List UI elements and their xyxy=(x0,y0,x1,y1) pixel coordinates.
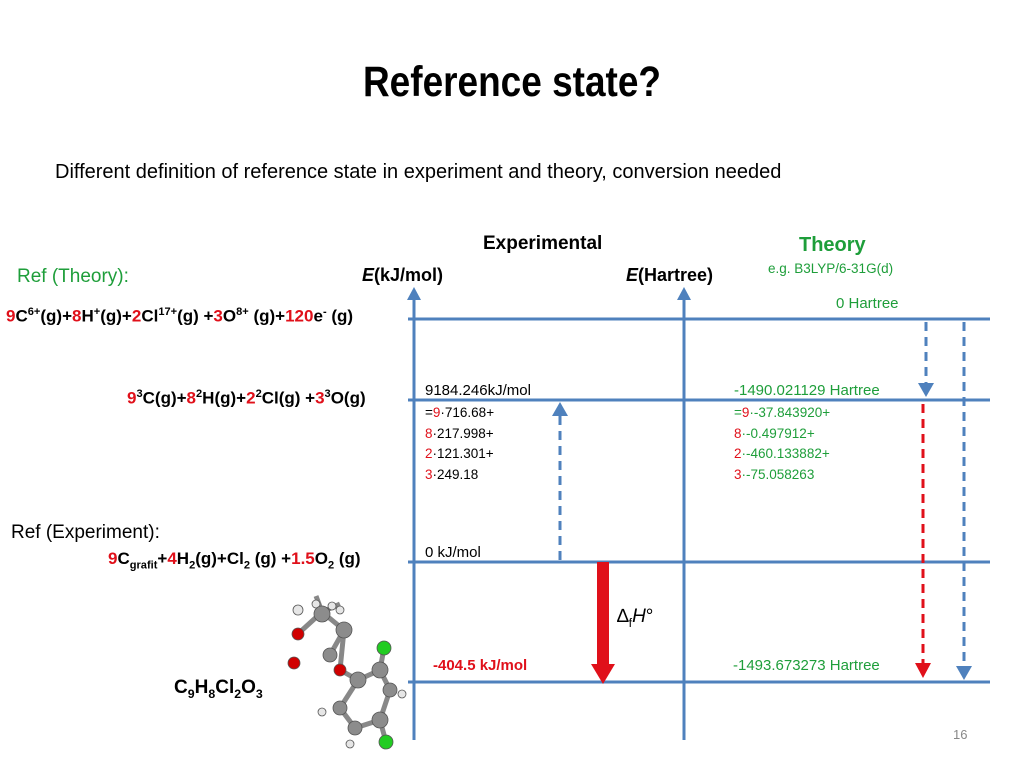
exp-term: 8·217.998+ xyxy=(425,425,494,441)
axis-label-theory: E(Hartree) xyxy=(626,265,714,285)
theory-value-atoms: -1490.021129 Hartree xyxy=(734,382,880,399)
molecule-formula: C9H8Cl2O3 xyxy=(174,677,263,701)
equation-atoms: 93C(g)+82H(g)+22Cl(g) +33O(g) xyxy=(127,388,366,408)
theory-term: 2·-460.133882+ xyxy=(734,446,830,461)
theory-atoms-arrowhead xyxy=(918,383,934,397)
exp-atomization-arrowhead xyxy=(552,402,568,416)
exp-terms: =9·716.68+ 8·217.998+ 2·121.301+ 3·249.1… xyxy=(425,403,494,485)
equation-elements: 9Cgrafit+4H2(g)+Cl2 (g) +1.5O2 (g) xyxy=(108,549,361,572)
exp-term: =9·716.68+ xyxy=(425,405,495,420)
theory-axis-arrowhead xyxy=(677,287,691,300)
ref-theory-label: Ref (Theory): xyxy=(17,266,129,287)
exp-term: 2·121.301+ xyxy=(425,446,494,461)
theory-red-arrowhead xyxy=(915,663,931,678)
theory-terms: =9·-37.843920+ 8·-0.497912+ 2·-460.13388… xyxy=(734,403,830,485)
exp-value-elements: 0 kJ/mol xyxy=(425,544,481,561)
theory-value-molecule: -1493.673273 Hartree xyxy=(733,657,880,674)
molecule-atoms xyxy=(287,599,407,750)
header-theory: Theory xyxy=(799,234,866,256)
theory-value-nuclei: 0 Hartree xyxy=(836,295,899,312)
theory-term: 8·-0.497912+ xyxy=(734,425,815,441)
axis-label-exp: E(kJ/mol) xyxy=(362,265,444,285)
slide-title: Reference state? xyxy=(362,58,662,106)
exp-axis-arrowhead xyxy=(407,287,421,300)
header-theory-method: e.g. B3LYP/6-31G(d) xyxy=(768,261,894,276)
equation-nuclei: 9C6+(g)+8H+(g)+2Cl17+(g) +3O8+ (g)+120e-… xyxy=(6,306,354,326)
theory-term: 3·-75.058263 xyxy=(734,466,815,482)
page-number: 16 xyxy=(953,727,968,742)
exp-value-atoms: 9184.246kJ/mol xyxy=(425,382,531,399)
formation-enthalpy-label: ∆fH° xyxy=(617,606,654,630)
slide-subtitle: Different definition of reference state … xyxy=(55,161,782,183)
formation-enthalpy-arrow xyxy=(597,562,609,666)
exp-term: 3·249.18 xyxy=(425,466,479,482)
exp-value-molecule: -404.5 kJ/mol xyxy=(433,657,528,674)
theory-term: =9·-37.843920+ xyxy=(734,405,831,420)
header-experimental: Experimental xyxy=(483,233,603,254)
formation-enthalpy-arrowhead xyxy=(591,664,615,684)
theory-molecule-arrowhead xyxy=(956,666,972,680)
ref-experiment-label: Ref (Experiment): xyxy=(11,522,160,543)
